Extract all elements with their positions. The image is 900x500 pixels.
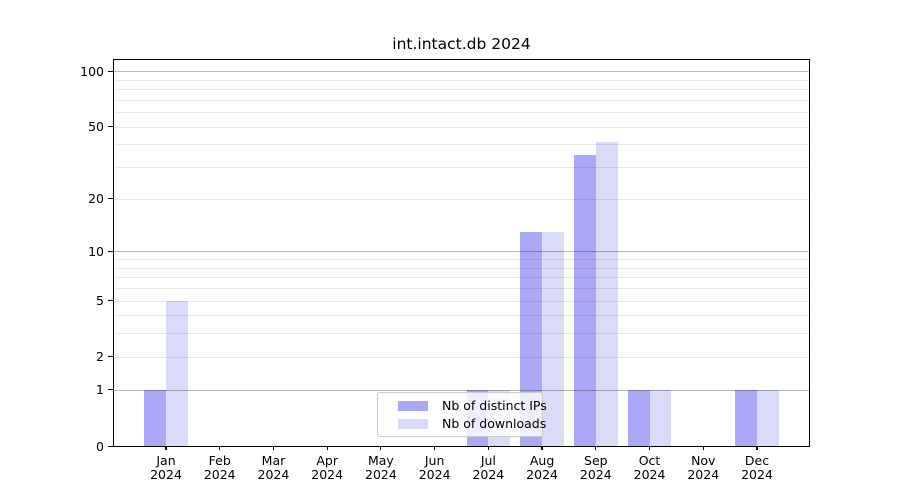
- gridline-minor-80: [114, 89, 809, 91]
- x-tick-label-dec: Dec 2024: [741, 453, 773, 482]
- gridline-major-10: [114, 251, 809, 253]
- x-tick-label-mar: Mar 2024: [257, 453, 290, 482]
- chart-title: int.intact.db 2024: [392, 35, 531, 53]
- x-tick-label-feb: Feb 2024: [203, 453, 236, 482]
- x-tick-oct: [648, 446, 651, 450]
- gridline-minor-60: [114, 112, 809, 114]
- y-tick-label-2: 2: [96, 349, 104, 365]
- gridline-minor-8: [114, 267, 809, 269]
- bar-downloads-oct: [649, 389, 672, 446]
- gridline-minor-20: [114, 198, 809, 200]
- gridline-minor-70: [114, 99, 809, 101]
- x-tick-jan: [165, 446, 167, 450]
- legend-entry-distinct-ips: Nb of distinct IPs: [398, 398, 547, 413]
- y-tick-label-1: 1: [96, 382, 104, 398]
- legend-label-distinct-ips: Nb of distinct IPs: [442, 398, 547, 413]
- x-tick-label-aug: Aug 2024: [526, 453, 558, 482]
- bar-distinct-ips-oct: [627, 389, 650, 446]
- x-tick-feb: [219, 446, 221, 450]
- x-tick-label-nov: Nov 2024: [687, 453, 720, 482]
- y-tick-50: [108, 126, 114, 128]
- y-tick-20: [108, 198, 114, 200]
- gridline-minor-9: [114, 259, 809, 261]
- x-tick-sep: [595, 446, 597, 450]
- legend-entry-downloads: Nb of downloads: [398, 416, 546, 431]
- bar-downloads-dec: [757, 389, 779, 446]
- x-tick-dec: [756, 446, 758, 450]
- bar-distinct-ips-dec: [735, 389, 757, 446]
- x-tick-nov: [702, 446, 704, 450]
- legend-label-downloads: Nb of downloads: [442, 416, 547, 431]
- bar-distinct-ips-jan: [144, 389, 166, 446]
- x-tick-label-jul: Jul 2024: [472, 453, 505, 482]
- x-tick-label-sep: Sep 2024: [579, 453, 612, 482]
- y-tick-5: [108, 300, 114, 302]
- bar-downloads-sep: [595, 142, 618, 446]
- y-tick-label-50: 50: [88, 119, 104, 135]
- gridline-minor-4: [114, 315, 809, 317]
- gridline-minor-50: [114, 126, 809, 128]
- y-tick-1: [108, 389, 114, 391]
- y-tick-0: [108, 445, 114, 447]
- x-tick-label-jun: Jun 2024: [418, 453, 451, 482]
- legend-swatch-downloads: [398, 418, 428, 429]
- x-tick-jun: [434, 446, 436, 450]
- gridline-minor-6: [114, 287, 809, 289]
- y-tick-10: [108, 250, 114, 252]
- x-tick-label-jan: Jan 2024: [150, 453, 182, 482]
- gridline-minor-30: [114, 167, 809, 169]
- gridline-minor-7: [114, 277, 809, 279]
- y-tick-label-100: 100: [80, 63, 104, 79]
- y-tick-100: [108, 70, 114, 72]
- x-tick-label-oct: Oct 2024: [633, 453, 666, 482]
- x-tick-aug: [541, 446, 543, 450]
- gridline-minor-90: [114, 79, 809, 81]
- x-tick-may: [380, 446, 382, 450]
- x-tick-label-may: May 2024: [365, 453, 397, 482]
- gridline-minor-40: [114, 144, 809, 146]
- x-tick-mar: [272, 446, 275, 450]
- y-tick-2: [108, 356, 114, 358]
- y-tick-label-0: 0: [96, 438, 104, 454]
- x-tick-jul: [487, 446, 489, 450]
- y-tick-label-20: 20: [88, 191, 104, 207]
- legend: Nb of distinct IPs Nb of downloads: [377, 392, 547, 437]
- gridline-major-100: [114, 71, 809, 73]
- bar-distinct-ips-sep: [574, 155, 596, 446]
- x-tick-label-apr: Apr 2024: [311, 453, 344, 482]
- y-tick-label-5: 5: [96, 293, 104, 308]
- gridline-minor-2: [114, 356, 809, 358]
- y-tick-label-10: 10: [88, 243, 104, 259]
- gridline-minor-5: [114, 300, 809, 302]
- legend-swatch-distinct-ips: [398, 400, 428, 411]
- bar-downloads-aug: [542, 231, 564, 446]
- x-tick-apr: [326, 446, 328, 450]
- gridline-minor-3: [114, 333, 809, 335]
- bar-downloads-jan: [166, 300, 188, 446]
- gridline-major-1: [114, 389, 809, 391]
